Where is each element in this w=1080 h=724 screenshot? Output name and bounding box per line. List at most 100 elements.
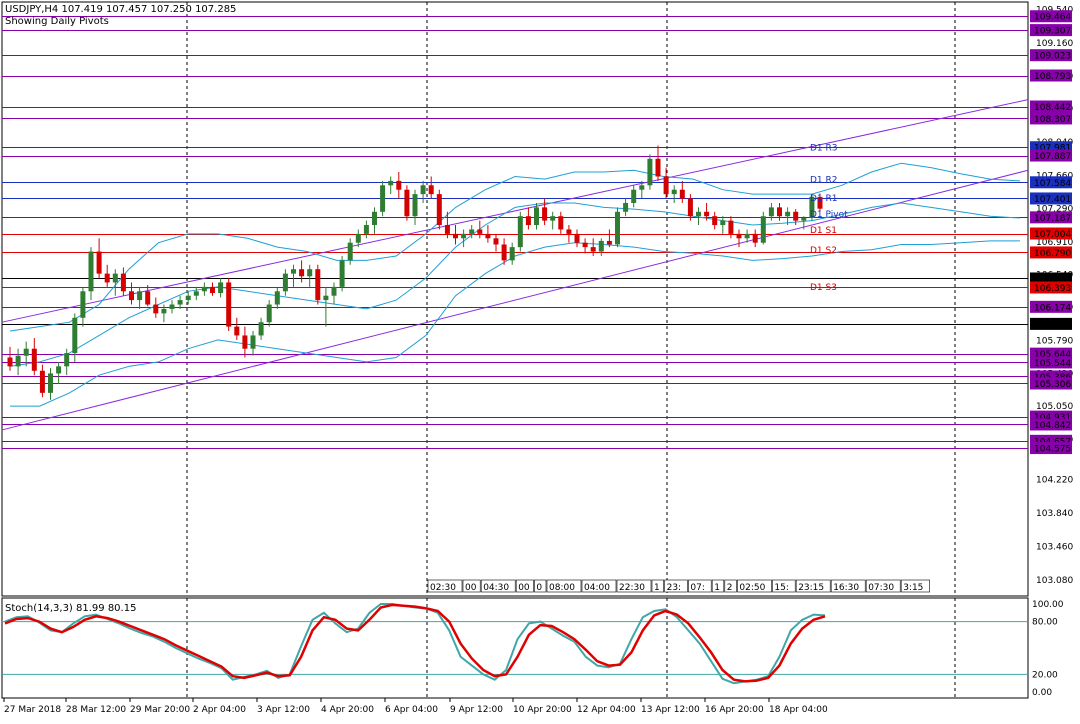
price-tick-label: 103.080 xyxy=(1036,576,1073,586)
price-box-label: 106.790 xyxy=(1034,249,1071,259)
session-label: 07: xyxy=(690,583,704,593)
session-box xyxy=(795,579,831,593)
trendlines xyxy=(1,99,1029,431)
session-label: 00 xyxy=(518,583,530,593)
candle-body xyxy=(266,304,272,323)
candle-body xyxy=(307,269,313,277)
session-box xyxy=(427,579,463,593)
time-label: 6 Apr 04:00 xyxy=(385,705,438,715)
session-label: 23: xyxy=(667,583,681,593)
time-label: 12 Apr 04:00 xyxy=(577,705,636,715)
session-box xyxy=(462,579,481,593)
candle-body xyxy=(72,317,78,354)
price-tick-label: 103.840 xyxy=(1036,509,1073,519)
stochastic-panel: 100.00 80.00 20.00 0.00 xyxy=(2,600,1064,698)
time-label: 2 Apr 04:00 xyxy=(193,705,246,715)
horizontal-levels xyxy=(2,16,1028,449)
candle-body xyxy=(444,225,450,234)
session-box xyxy=(711,579,725,593)
candle-body xyxy=(436,194,442,226)
candle-body xyxy=(801,217,807,221)
session-box xyxy=(772,579,796,593)
stoch-signal-line xyxy=(4,603,826,683)
price-box xyxy=(1030,246,1072,259)
session-box xyxy=(515,579,534,593)
candle-body xyxy=(534,207,539,226)
candle-body xyxy=(696,211,701,217)
price-box xyxy=(1030,100,1072,113)
pivot-labels: D1 R3 D1 R2 D1 R1 D1 Pivot D1 S1 D1 S2 D1 S3 xyxy=(810,144,848,294)
session-box xyxy=(830,579,866,593)
candle-body xyxy=(339,260,345,287)
candle-body xyxy=(112,273,118,283)
price-box-label: 104.842 xyxy=(1034,421,1071,431)
candle-body xyxy=(736,233,742,239)
price-tick-label: 105.790 xyxy=(1036,337,1073,347)
candle-body xyxy=(517,216,523,248)
candle-body xyxy=(525,216,531,226)
time-axis: 27 Mar 2018 28 Mar 12:00 29 Mar 20:00 2 Apr… xyxy=(3,698,828,715)
price-box-label: 106.495 xyxy=(1034,275,1071,285)
candle-body xyxy=(485,233,491,239)
candle-body xyxy=(542,207,548,221)
stoch-tick-label: 20.00 xyxy=(1032,670,1058,680)
candle-body xyxy=(372,211,377,226)
trendline xyxy=(1,99,1029,323)
session-box xyxy=(651,579,664,593)
price-box xyxy=(1030,192,1072,205)
candle-body xyxy=(48,373,53,393)
session-box xyxy=(688,579,712,593)
candle-body xyxy=(226,282,232,327)
candle-body xyxy=(153,304,159,314)
candle-body xyxy=(817,196,823,209)
candle-body xyxy=(420,185,426,195)
candle-body xyxy=(631,189,637,203)
candle-body xyxy=(655,158,661,177)
session-label: 16:30 xyxy=(833,583,859,593)
candle-body xyxy=(145,291,151,305)
price-box-label: 108.793 xyxy=(1034,72,1071,82)
price-box-label: 106.174 xyxy=(1034,303,1071,313)
candle-body xyxy=(647,158,653,186)
candle-body xyxy=(704,211,710,217)
candle-body xyxy=(396,180,402,190)
candle-body xyxy=(315,269,321,301)
candle-body xyxy=(412,194,418,217)
stoch-tick-label: 0.00 xyxy=(1032,688,1052,698)
session-label: 0 xyxy=(536,583,542,593)
price-box-label: 108.307 xyxy=(1034,115,1071,125)
stoch-tick-label: 80.00 xyxy=(1032,618,1058,628)
session-label: 23:15 xyxy=(798,583,824,593)
price-tick-label: 109.160 xyxy=(1036,39,1073,49)
price-box-label: 107.981 xyxy=(1034,144,1071,154)
time-label: 27 Mar 2018 xyxy=(4,705,61,715)
candle-body xyxy=(785,211,791,217)
pivot-label: D1 R2 xyxy=(810,175,838,185)
session-label: 02:50 xyxy=(739,583,765,593)
price-box xyxy=(1030,227,1072,240)
candle-body xyxy=(177,300,183,305)
candle-body xyxy=(323,295,329,301)
price-box-label: 105.544 xyxy=(1034,359,1071,369)
candle-body xyxy=(274,291,280,305)
candle-body xyxy=(129,291,134,301)
session-label: 04:30 xyxy=(483,583,509,593)
candle-body xyxy=(550,216,556,221)
candle-body xyxy=(744,233,750,239)
session-label: 00 xyxy=(465,583,477,593)
bollinger-upper xyxy=(9,162,1021,332)
candle-body xyxy=(582,242,588,248)
candle-body xyxy=(88,251,94,292)
candle-body xyxy=(355,233,361,243)
candle-body xyxy=(64,353,70,367)
price-tick-label: 106.910 xyxy=(1036,238,1073,248)
time-label: 28 Mar 12:00 xyxy=(66,705,126,715)
session-box xyxy=(581,579,617,593)
bollinger-middle xyxy=(9,202,1021,367)
candle-body xyxy=(428,185,434,195)
candle-body xyxy=(380,185,386,212)
candle-body xyxy=(120,273,126,292)
candle-body xyxy=(623,202,629,212)
